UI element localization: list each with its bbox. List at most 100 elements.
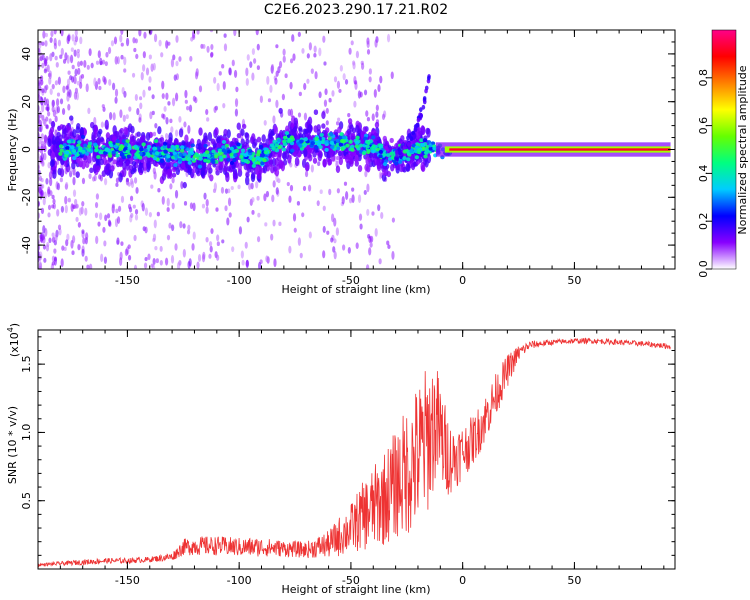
- spectral-point: [57, 224, 62, 231]
- spectral-point: [301, 48, 305, 54]
- spectral-point: [289, 184, 294, 192]
- spectral-point: [47, 186, 51, 195]
- spectral-point: [310, 141, 315, 146]
- spectral-point: [235, 86, 239, 93]
- spectral-point: [226, 157, 231, 162]
- spectral-point: [165, 40, 169, 49]
- spectral-point: [112, 112, 116, 121]
- spectral-point: [84, 207, 88, 216]
- spectral-point: [173, 163, 178, 168]
- spectral-point: [123, 90, 127, 98]
- spectral-point: [190, 143, 195, 148]
- spectral-point: [426, 140, 432, 145]
- spectral-point: [52, 169, 57, 180]
- spectral-point: [263, 147, 268, 152]
- spectral-point: [270, 233, 274, 241]
- spectral-point: [195, 143, 200, 150]
- spectral-point: [268, 128, 273, 139]
- spectral-point: [352, 60, 356, 66]
- spectral-point: [256, 236, 261, 243]
- spectral-point: [98, 150, 104, 155]
- spectral-point: [203, 143, 208, 148]
- spectral-point: [105, 163, 110, 171]
- spectral-point: [120, 42, 124, 47]
- spectrogram-panel: -150 -100 -50 0 50 -40 -20 0 20 40 Height of stra…: [6, 29, 676, 296]
- spectral-point: [66, 94, 70, 102]
- spectral-point: [43, 96, 47, 106]
- spectral-point: [187, 160, 192, 165]
- spectral-point: [186, 229, 191, 235]
- spectral-point: [386, 170, 392, 178]
- spectral-point: [370, 149, 375, 154]
- spectral-point: [64, 153, 69, 158]
- spectral-point: [182, 248, 186, 258]
- spectral-point: [123, 142, 129, 147]
- spectral-point: [345, 154, 350, 164]
- spectral-point: [233, 153, 238, 158]
- spectral-point: [105, 132, 111, 140]
- spectral-point: [418, 107, 423, 113]
- spectral-point: [273, 125, 279, 135]
- spectral-point: [53, 37, 57, 46]
- spectral-point: [70, 76, 75, 83]
- spectral-point: [80, 73, 85, 79]
- spectral-point: [45, 124, 49, 130]
- spectral-point: [288, 195, 292, 203]
- spectral-point: [144, 257, 148, 262]
- x-tick-label: -50: [342, 274, 360, 287]
- spectral-point: [206, 45, 210, 53]
- snr-y-multiplier: (x104): [6, 323, 21, 357]
- spectral-point: [145, 152, 150, 157]
- spectral-point: [87, 107, 91, 115]
- spectral-point: [173, 139, 179, 145]
- spectral-point: [38, 141, 41, 148]
- spectral-point: [339, 138, 345, 143]
- x-tick-label: -50: [342, 574, 360, 587]
- spectral-point: [263, 120, 267, 126]
- spectral-point: [120, 195, 125, 204]
- spectral-point: [209, 174, 214, 182]
- spectral-point: [374, 39, 378, 48]
- spectral-point: [73, 76, 78, 85]
- spectral-point: [87, 154, 92, 164]
- spectral-point: [59, 148, 64, 153]
- spectral-point: [56, 105, 61, 114]
- spectral-point: [43, 145, 47, 153]
- spectral-point: [182, 223, 186, 229]
- spectral-point: [138, 96, 143, 101]
- spectral-point: [314, 71, 318, 80]
- spectral-point: [161, 80, 165, 90]
- spectral-point: [348, 157, 353, 165]
- spectral-point: [62, 143, 68, 148]
- spectral-point: [163, 106, 167, 112]
- spectral-point: [118, 147, 123, 152]
- spectral-point: [93, 142, 98, 147]
- spectral-point: [327, 158, 333, 166]
- spectral-point: [126, 154, 131, 159]
- spectral-point: [177, 157, 183, 162]
- spectral-point: [97, 77, 101, 85]
- spectral-point: [276, 163, 281, 170]
- spectral-point: [85, 232, 89, 240]
- spectral-point: [114, 55, 118, 65]
- spectral-point: [230, 185, 234, 190]
- colorbar-tick-label: 0.8: [697, 69, 710, 87]
- spectral-point: [348, 197, 353, 204]
- spectral-point: [363, 136, 368, 141]
- spectral-point: [245, 67, 249, 77]
- spectral-point: [322, 205, 326, 211]
- spectral-point: [81, 248, 85, 257]
- spectral-point: [103, 240, 107, 247]
- spectral-point: [99, 212, 103, 221]
- spectral-point: [258, 261, 262, 269]
- spectral-point: [158, 39, 162, 47]
- spectral-point: [44, 58, 48, 67]
- spectral-point: [79, 127, 84, 137]
- spectral-point: [263, 150, 268, 155]
- spectral-point: [205, 198, 209, 207]
- spectral-point: [370, 155, 375, 163]
- spectral-point: [105, 51, 109, 58]
- spectral-point: [338, 157, 344, 166]
- x-tick-label: 50: [567, 574, 581, 587]
- spectral-point: [378, 144, 384, 149]
